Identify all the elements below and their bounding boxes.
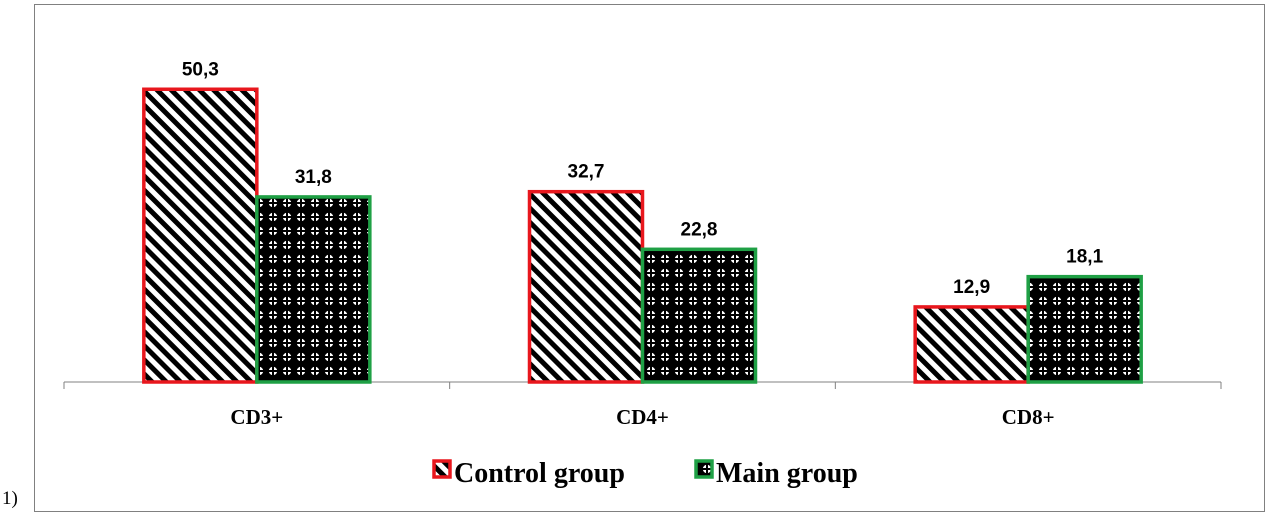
category-labels: CD3+ CD4+ CD8+ [230, 405, 1054, 429]
data-label: 18,1 [1066, 247, 1103, 268]
bar-control-group-cd3plus [142, 87, 259, 384]
category-label: CD4+ [616, 405, 669, 429]
data-label: 22,8 [681, 219, 718, 240]
bar-control-group-cd8plus [913, 305, 1030, 384]
bar-main-group-cd4plus [640, 247, 758, 384]
category-label: CD3+ [230, 405, 283, 429]
data-label: 50,3 [182, 59, 219, 80]
legend: Control group Main group [432, 458, 858, 489]
bar-main-group-cd3plus [255, 195, 372, 384]
data-label: 31,8 [295, 167, 332, 188]
value-labels: 50,3 31,8 32,7 22,8 12,9 18,1 [182, 59, 1104, 298]
data-label: 12,9 [953, 277, 990, 298]
bars [142, 87, 1143, 384]
bar-control-group-cd4plus [527, 189, 645, 384]
legend-swatch [694, 459, 714, 479]
category-label: CD8+ [1002, 405, 1055, 429]
legend-swatch [432, 459, 452, 479]
data-label: 32,7 [568, 162, 605, 183]
legend-label: Control group [454, 458, 625, 489]
legend-item: Control group [432, 458, 625, 489]
legend-item: Main group [694, 458, 858, 489]
panel-label: 1) [2, 488, 18, 509]
legend-label: Main group [716, 458, 858, 489]
bar-main-group-cd8plus [1026, 274, 1143, 384]
